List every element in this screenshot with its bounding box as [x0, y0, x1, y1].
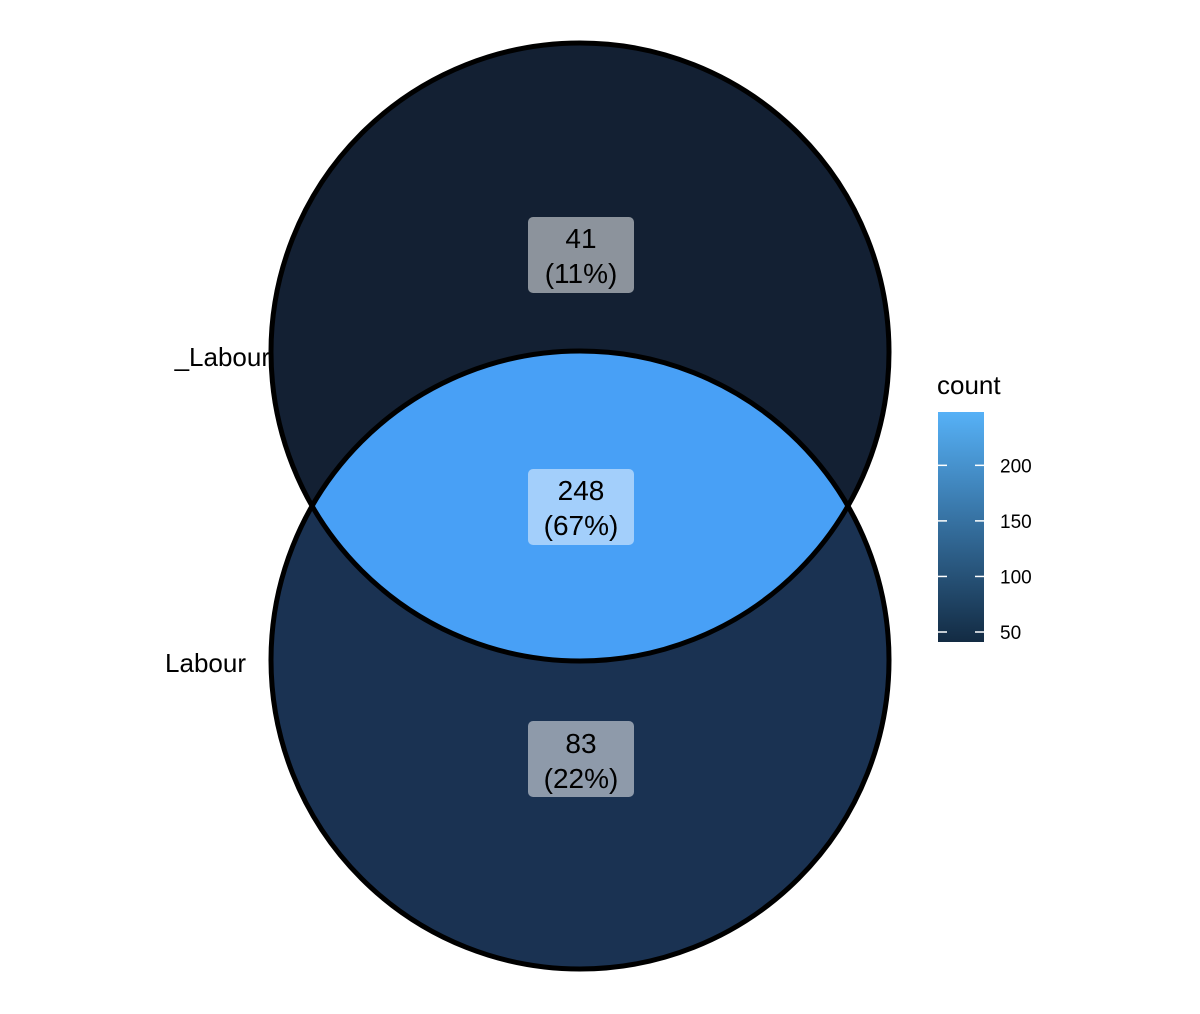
label-clip-mask	[0, 630, 160, 690]
legend-tick-label: 100	[1000, 567, 1032, 588]
region-label-intersection: 248 (67%)	[528, 469, 634, 545]
legend-tick-label: 50	[1000, 623, 1021, 644]
region-percent-bottom-only: (22%)	[544, 763, 619, 794]
region-count-intersection: 248	[558, 475, 605, 506]
set-outline-bottom	[268, 348, 892, 972]
region-percent-top-only: (11%)	[545, 258, 618, 289]
region-percent-intersection: (67%)	[544, 510, 619, 541]
legend-tick-label: 150	[1000, 512, 1032, 533]
set-label-bottom: Labour	[165, 648, 246, 678]
legend-colorbar	[938, 412, 984, 642]
region-count-bottom-only: 83	[565, 728, 596, 759]
set-outline-top	[268, 40, 892, 664]
legend-tick-label: 200	[1000, 456, 1032, 477]
legend-title: count	[937, 370, 1001, 400]
legend: count 50 100 150 200	[937, 370, 1032, 644]
legend-ticks: 50 100 150 200	[938, 456, 1032, 644]
set-label-top: _Labour	[174, 342, 271, 372]
region-label-top-only: 41 (11%)	[528, 217, 634, 293]
region-label-bottom-only: 83 (22%)	[528, 721, 634, 797]
region-count-top-only: 41	[565, 223, 596, 254]
